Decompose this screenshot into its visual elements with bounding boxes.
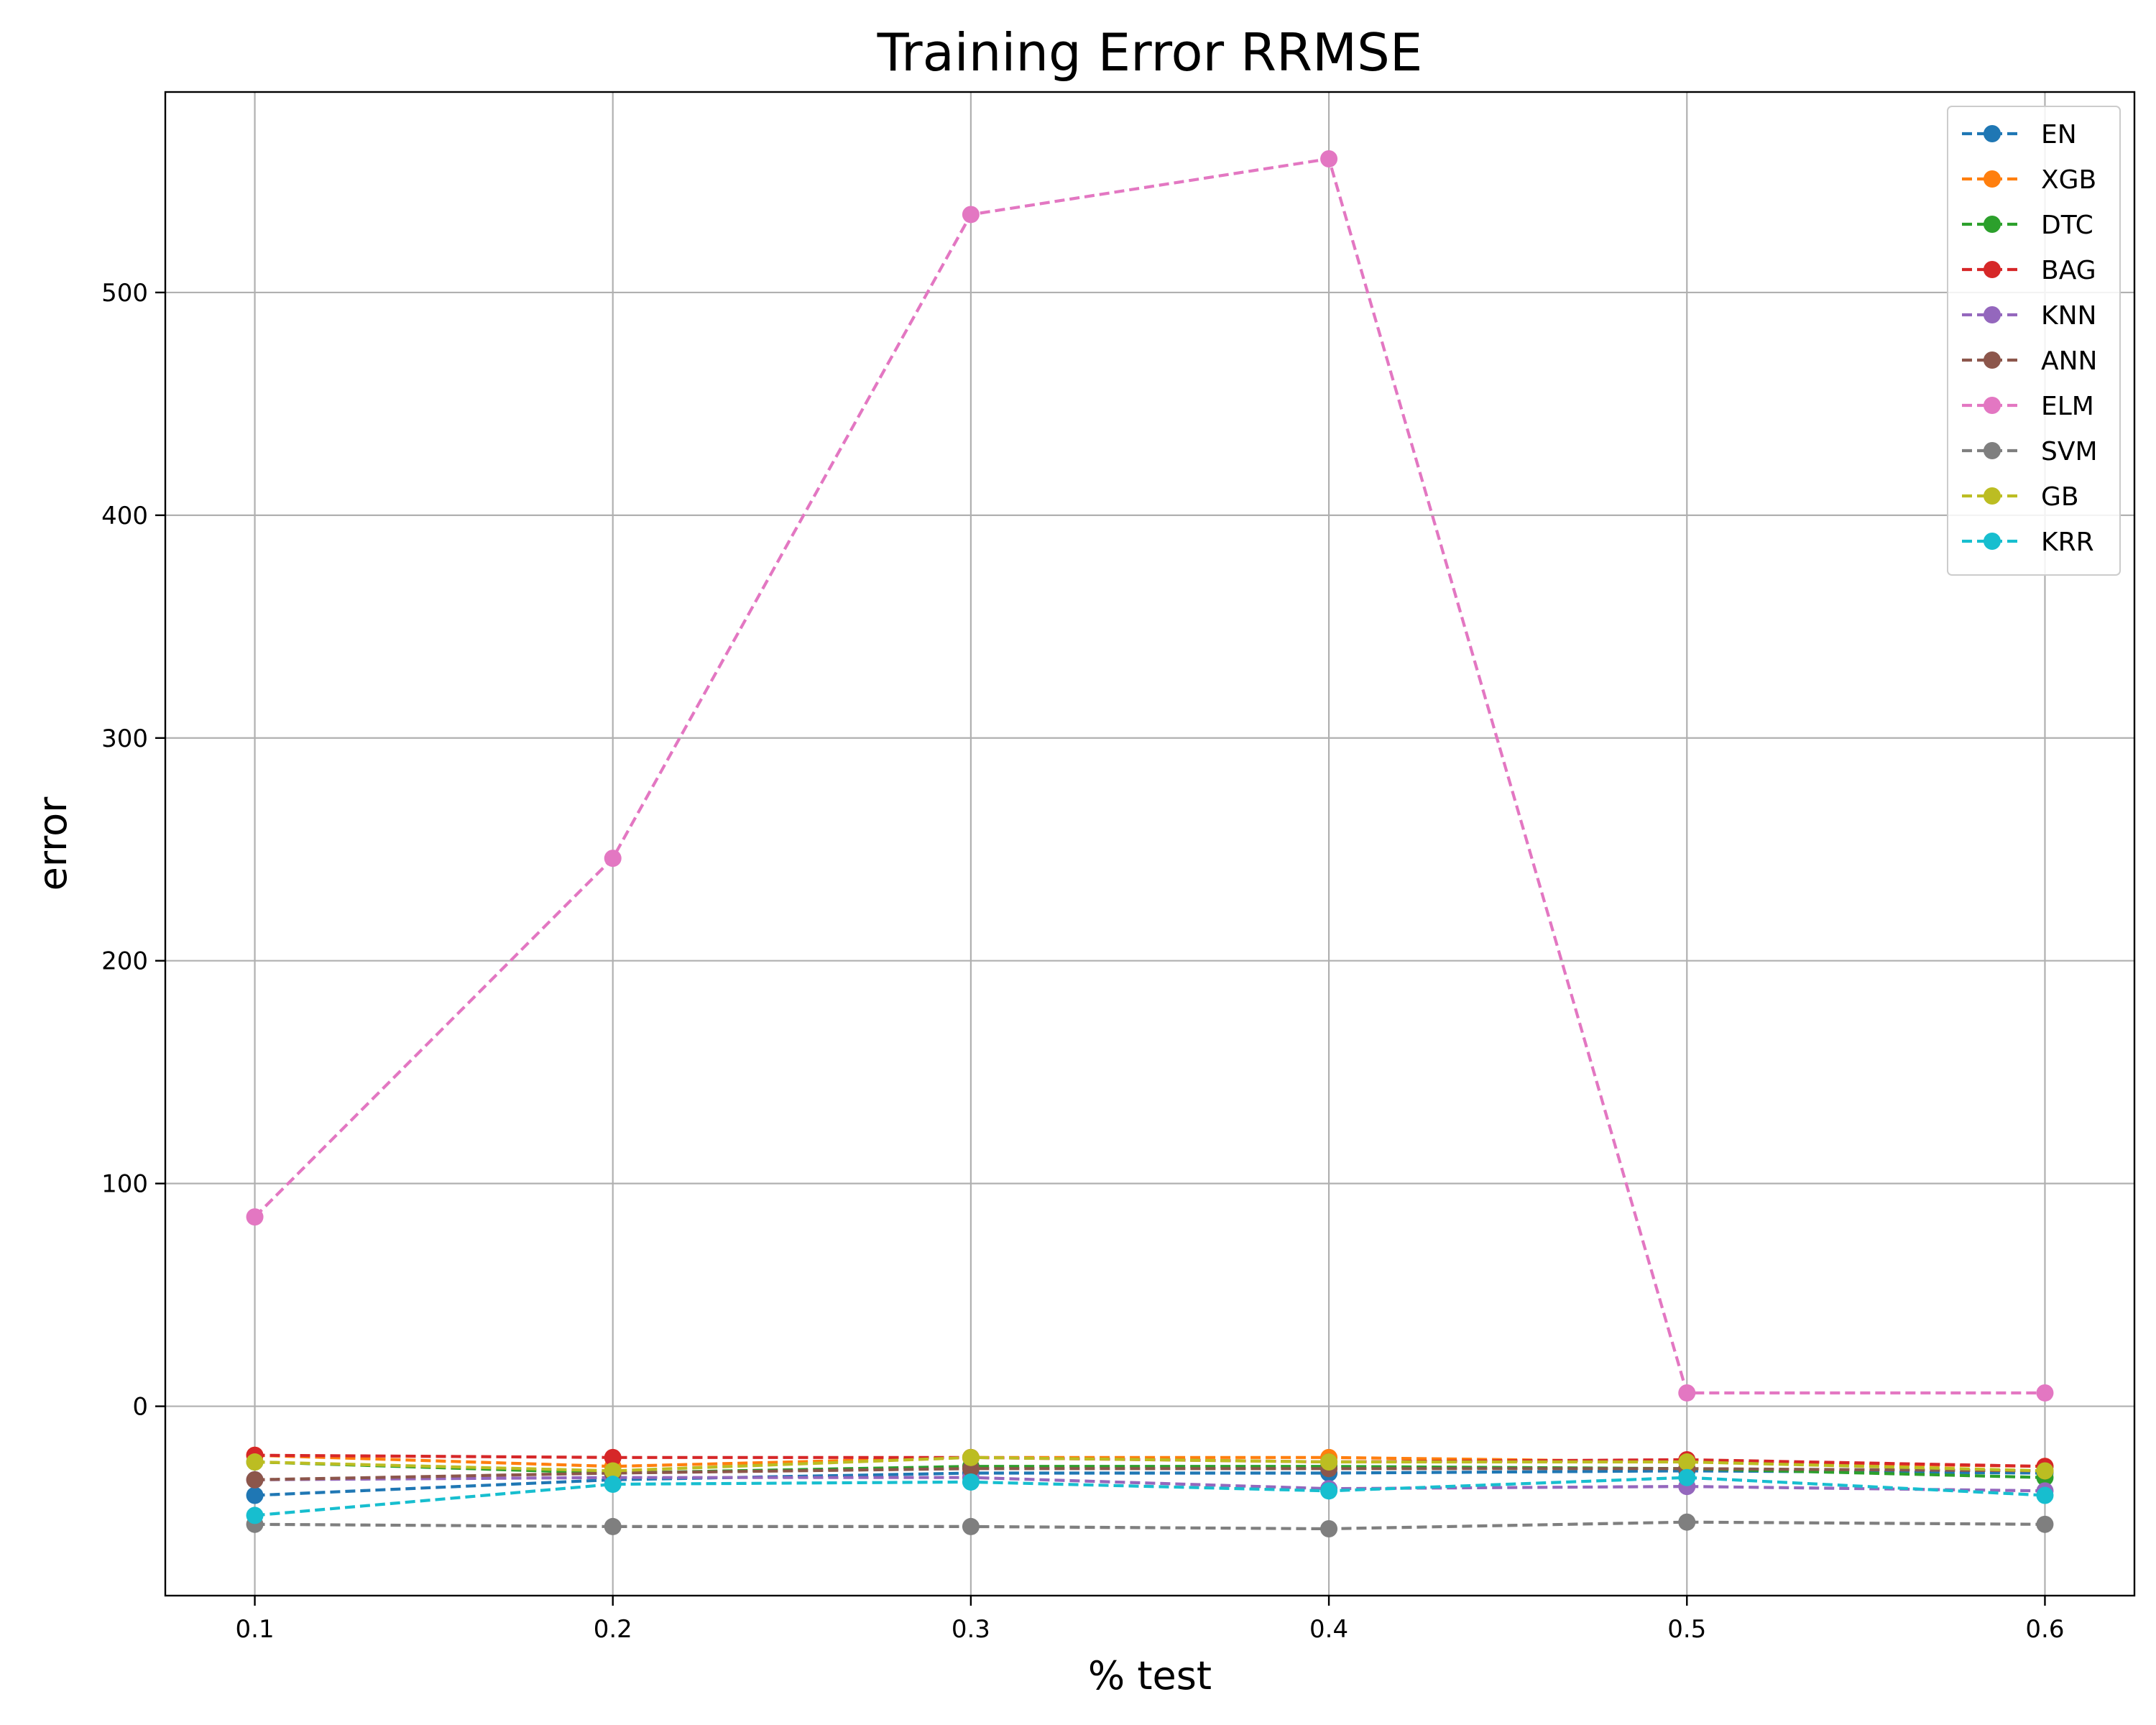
- data-point-elm: [246, 1208, 264, 1226]
- legend-label: SVM: [2041, 437, 2098, 466]
- legend-item-elm: ELM: [1962, 392, 2094, 421]
- y-tick-label: 0: [132, 1393, 148, 1422]
- legend-item-en: EN: [1962, 120, 2077, 150]
- chart-title: Training Error RRMSE: [877, 22, 1423, 83]
- data-point-ann: [246, 1471, 264, 1489]
- legend-swatch-marker: [1984, 533, 2001, 550]
- data-point-gb: [2036, 1462, 2054, 1480]
- series-line-ann: [254, 1467, 2045, 1481]
- legend-item-gb: GB: [1962, 482, 2079, 512]
- legend-swatch-marker: [1984, 487, 2001, 505]
- series-krr: [246, 1468, 2054, 1524]
- series-group: [246, 150, 2054, 1538]
- legend-label: EN: [2041, 120, 2077, 150]
- plot-area-frame: [164, 91, 2136, 1597]
- legend-item-bag: BAG: [1962, 256, 2096, 285]
- axis-ticks: 0.1 0.2 0.3 0.4 0.5 0.6 0 100 200 300 400 500: [101, 279, 2064, 1644]
- grid: [165, 92, 2134, 1596]
- series-elm: [246, 150, 2054, 1402]
- y-tick-label: 200: [101, 947, 148, 976]
- data-point-krr: [246, 1506, 264, 1524]
- legend-item-dtc: DTC: [1962, 211, 2093, 240]
- series-line-svm: [254, 1520, 2045, 1531]
- data-point-krr: [2036, 1486, 2054, 1504]
- series-line-knn: [254, 1476, 2045, 1493]
- y-tick-label: 300: [101, 724, 148, 753]
- legend-label: BAG: [2041, 256, 2096, 285]
- data-point-svm: [604, 1517, 622, 1535]
- series-line-krr: [254, 1476, 2045, 1517]
- legend: EN XGB DTC BAG KNN ANN ELM SVM GB KRR: [1947, 106, 2121, 576]
- data-point-krr: [1678, 1468, 1696, 1486]
- y-tick-label: 500: [101, 279, 148, 308]
- data-point-krr: [962, 1473, 980, 1491]
- data-point-elm: [962, 206, 980, 224]
- legend-item-krr: KRR: [1962, 528, 2094, 557]
- data-point-krr: [1320, 1482, 1338, 1500]
- data-point-elm: [1678, 1384, 1696, 1402]
- legend-item-knn: KNN: [1962, 301, 2096, 331]
- legend-swatch-marker: [1984, 351, 2001, 369]
- y-axis-title: error: [30, 796, 75, 891]
- data-point-gb: [1678, 1453, 1696, 1471]
- series-line-en: [254, 1469, 2045, 1497]
- data-point-svm: [1678, 1513, 1696, 1531]
- legend-item-ann: ANN: [1962, 346, 2098, 376]
- data-point-svm: [962, 1517, 980, 1535]
- series-line-dtc: [254, 1460, 2045, 1479]
- legend-swatch-marker: [1984, 261, 2001, 278]
- data-point-svm: [2036, 1515, 2054, 1533]
- legend-swatch-marker: [1984, 216, 2001, 233]
- data-point-svm: [1320, 1520, 1338, 1538]
- series-line-elm: [254, 157, 2045, 1395]
- legend-swatch-marker: [1984, 170, 2001, 188]
- data-point-krr: [604, 1476, 622, 1494]
- legend-label: ELM: [2041, 392, 2094, 421]
- y-tick-label: 100: [101, 1170, 148, 1199]
- legend-label: XGB: [2041, 165, 2096, 195]
- data-point-gb: [246, 1453, 264, 1471]
- data-point-elm: [1320, 150, 1338, 167]
- legend-item-xgb: XGB: [1962, 165, 2096, 195]
- x-tick-label: 0.5: [1667, 1615, 1706, 1644]
- data-point-gb: [1320, 1453, 1338, 1471]
- legend-swatch-marker: [1984, 442, 2001, 459]
- data-point-bag: [604, 1448, 622, 1466]
- legend-label: KNN: [2041, 301, 2096, 331]
- data-point-gb: [962, 1448, 980, 1466]
- x-tick-label: 0.2: [594, 1615, 632, 1644]
- data-point-elm: [604, 850, 622, 868]
- x-axis-title: % test: [1088, 1653, 1212, 1698]
- legend-label: KRR: [2041, 528, 2094, 557]
- series-gb: [246, 1448, 2054, 1480]
- x-tick-label: 0.3: [952, 1615, 990, 1644]
- data-point-elm: [2036, 1384, 2054, 1402]
- x-tick-label: 0.1: [236, 1615, 275, 1644]
- legend-swatch-marker: [1984, 125, 2001, 142]
- y-tick-label: 400: [101, 502, 148, 530]
- series-svm: [246, 1513, 2054, 1538]
- legend-item-svm: SVM: [1962, 437, 2098, 466]
- x-tick-label: 0.4: [1309, 1615, 1348, 1644]
- legend-label: DTC: [2041, 211, 2093, 240]
- legend-label: ANN: [2041, 346, 2098, 376]
- data-point-en: [246, 1486, 264, 1504]
- series-line-xgb: [254, 1453, 2045, 1468]
- legend-swatch-marker: [1984, 306, 2001, 323]
- legend-label: GB: [2041, 482, 2079, 512]
- series-line-gb: [254, 1455, 2045, 1473]
- x-tick-label: 0.6: [2025, 1615, 2064, 1644]
- data-point-gb: [604, 1462, 622, 1480]
- legend-swatch-marker: [1984, 397, 2001, 414]
